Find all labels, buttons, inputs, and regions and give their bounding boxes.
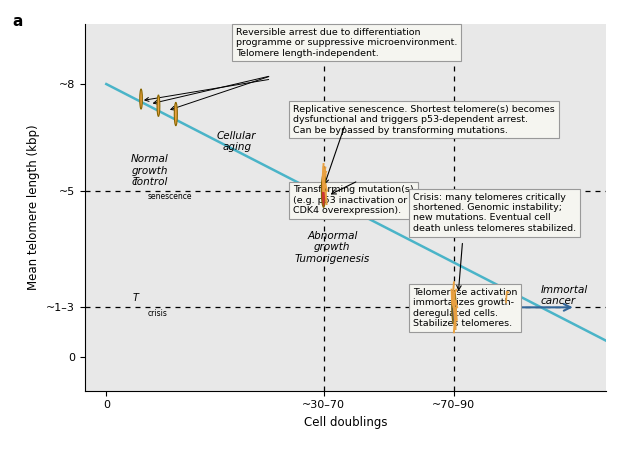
Circle shape <box>451 291 456 324</box>
Y-axis label: Mean telomere length (kbp): Mean telomere length (kbp) <box>27 125 40 290</box>
Text: Normal
growth
control: Normal growth control <box>131 154 169 187</box>
X-axis label: Cell doublings: Cell doublings <box>304 416 387 429</box>
Text: T: T <box>132 177 138 187</box>
Text: Abnormal
growth
Tumorigenesis: Abnormal growth Tumorigenesis <box>294 231 370 264</box>
Text: crisis: crisis <box>148 309 168 318</box>
Circle shape <box>157 95 160 116</box>
Text: Cellular
aging: Cellular aging <box>217 131 256 152</box>
Text: Immortal
cancer: Immortal cancer <box>541 285 588 307</box>
Circle shape <box>322 174 326 207</box>
Text: Crisis: many telomeres critically
shortened. Genomic instability;
new mutations.: Crisis: many telomeres critically shorte… <box>413 193 576 233</box>
Circle shape <box>140 89 142 109</box>
Text: Replicative senescence. Shortest telomere(s) becomes
dysfunctional and triggers : Replicative senescence. Shortest telomer… <box>293 105 555 135</box>
Text: Transforming mutation(s)
(e.g. p53 inactivation or
CDK4 overexpression).: Transforming mutation(s) (e.g. p53 inact… <box>293 185 414 215</box>
Text: T: T <box>132 294 138 304</box>
Text: Telomerase activation
immortalizes growth-
deregulated cells.
Stabilizes telomer: Telomerase activation immortalizes growt… <box>413 288 517 328</box>
Text: senescence: senescence <box>148 193 192 202</box>
Circle shape <box>175 102 178 126</box>
Text: a: a <box>12 14 23 29</box>
Text: Reversible arrest due to differentiation
programme or suppressive microenvironme: Reversible arrest due to differentiation… <box>236 28 457 58</box>
